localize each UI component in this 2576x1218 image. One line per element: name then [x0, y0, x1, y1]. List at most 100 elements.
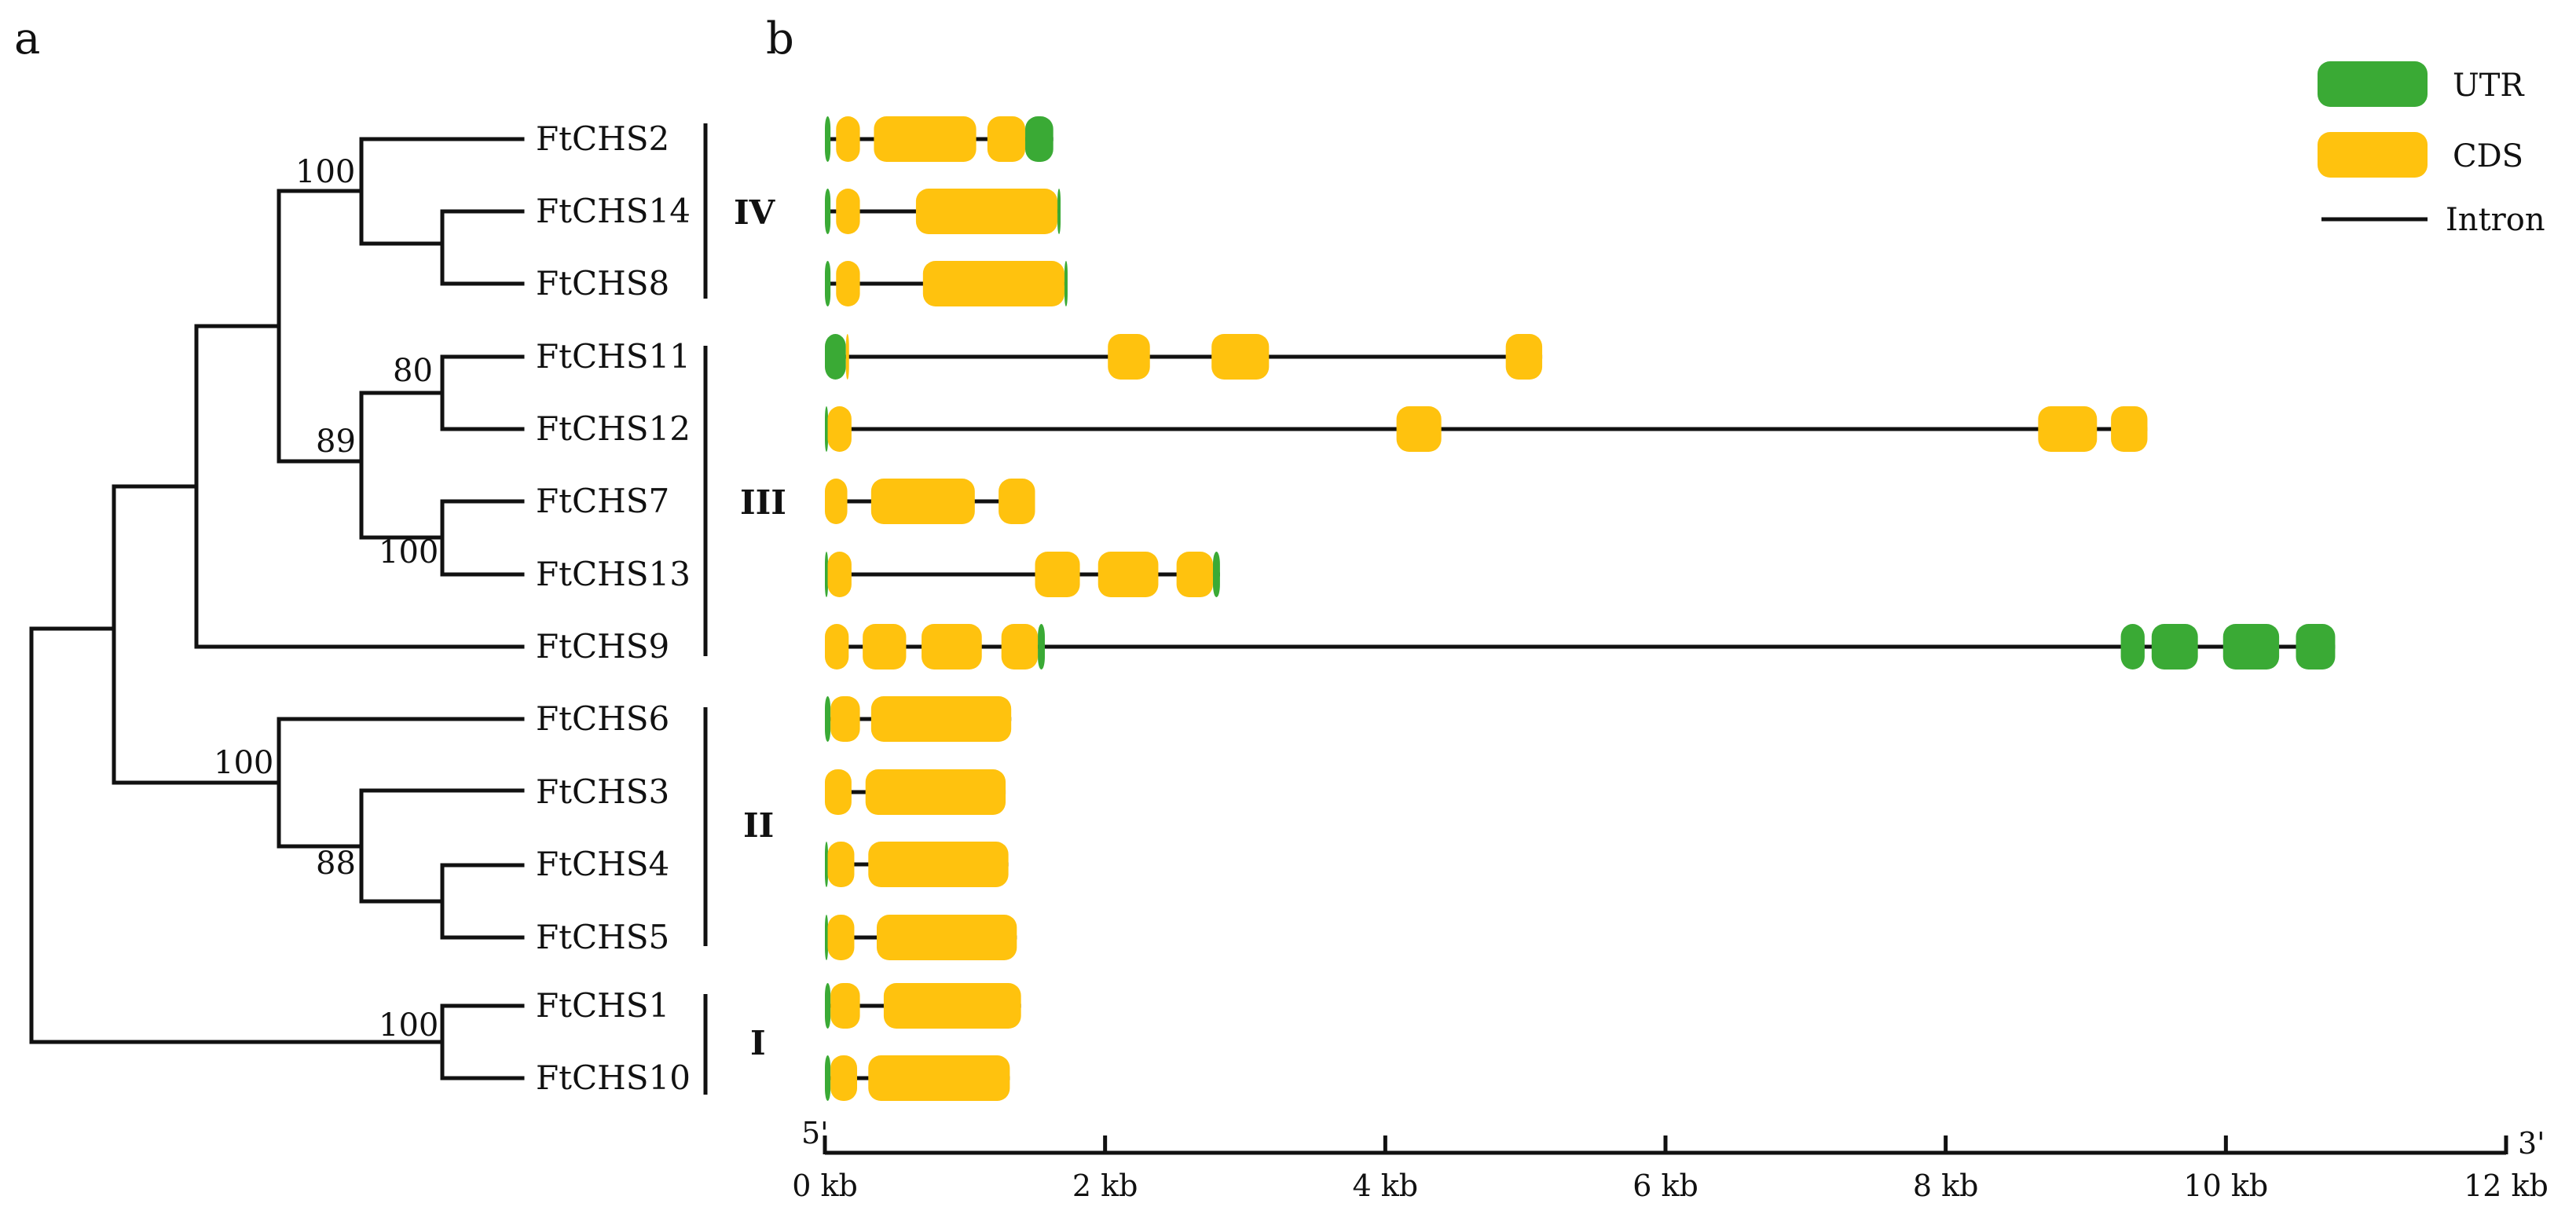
utr-exon	[2296, 624, 2336, 670]
cds-exon	[922, 624, 982, 670]
utr-exon	[825, 983, 831, 1029]
bootstrap-value: 80	[393, 353, 433, 389]
gene-label: FtCHS9	[536, 627, 669, 666]
cds-exon	[825, 479, 848, 524]
utr-exon	[825, 1055, 831, 1101]
utr-exon	[1057, 189, 1061, 234]
legend-swatch-cds	[2318, 132, 2428, 178]
gene-label: FtCHS1	[536, 986, 669, 1025]
cds-exon	[827, 915, 855, 960]
cds-exon	[876, 915, 1017, 960]
cds-exon	[827, 842, 855, 887]
cds-exon	[915, 189, 1058, 234]
panel-label-a: a	[14, 13, 40, 64]
group-label-iii: III	[740, 483, 786, 522]
axis-tick-label: 2 kb	[1072, 1168, 1138, 1203]
cds-exon	[1505, 334, 1543, 380]
cds-exon	[999, 479, 1035, 524]
gene-label: FtCHS12	[536, 409, 691, 448]
axis-tick-label: 0 kb	[792, 1168, 858, 1203]
axis-tick-label: 12 kb	[2464, 1168, 2549, 1203]
utr-exon	[825, 189, 831, 234]
phylogenetic-tree: 100 80 89 100 100 88 100	[29, 137, 525, 1080]
legend-label-intron: Intron	[2446, 202, 2545, 238]
bootstrap-value: 100	[379, 534, 438, 570]
utr-exon	[2120, 624, 2145, 670]
gene-label: FtCHS8	[536, 264, 669, 303]
bootstrap-value: 89	[316, 424, 356, 460]
cds-exon	[868, 1055, 1010, 1101]
cds-exon	[1211, 334, 1270, 380]
utr-exon	[1064, 261, 1068, 306]
legend-swatch-utr	[2318, 61, 2428, 107]
cds-exon	[870, 479, 975, 524]
utr-exon	[1212, 552, 1220, 597]
tree-branch-clade-ii	[277, 717, 525, 940]
legend: UTR CDS Intron	[2318, 61, 2545, 238]
gene-label: FtCHS11	[536, 337, 691, 376]
utr-exon	[825, 334, 846, 380]
bootstrap-value: 100	[214, 745, 273, 781]
utr-exon	[1025, 116, 1053, 162]
gene-labels: FtCHS2 FtCHS14 FtCHS8 FtCHS11 FtCHS12 Ft…	[536, 119, 691, 1097]
cds-exon	[836, 261, 860, 306]
cds-exon	[1035, 552, 1080, 597]
gene-label: FtCHS2	[536, 119, 669, 158]
gene-label: FtCHS3	[536, 772, 669, 811]
gene-label: FtCHS6	[536, 699, 669, 738]
utr-exon	[2222, 624, 2280, 670]
utr-exon	[825, 406, 828, 452]
cds-exon	[865, 769, 1006, 815]
cds-exon	[987, 116, 1026, 162]
cds-exon	[827, 552, 852, 597]
cds-exon	[827, 406, 852, 452]
cds-exon	[868, 842, 1009, 887]
cds-exon	[1097, 552, 1159, 597]
cds-exon	[1396, 406, 1442, 452]
axis-tick-label: 10 kb	[2183, 1168, 2268, 1203]
gene-label: FtCHS4	[536, 845, 669, 883]
group-label-i: I	[750, 1024, 766, 1062]
gene-structures	[825, 116, 2336, 1101]
cds-exon	[870, 696, 1012, 742]
utr-exon	[2151, 624, 2198, 670]
cds-exon	[830, 696, 860, 742]
utr-exon	[825, 552, 828, 597]
utr-exon	[825, 915, 828, 960]
gene-label: FtCHS14	[536, 192, 691, 230]
panel-label-b: b	[766, 13, 794, 64]
group-brackets: IV III II I	[703, 123, 786, 1095]
kb-axis: 5' 3' 0 kb 2 kb 4 kb 6 kb 8 kb 10 kb 12 kb	[792, 1116, 2549, 1203]
cds-exon	[830, 983, 860, 1029]
group-label-iv: IV	[734, 193, 776, 232]
cds-exon	[883, 983, 1021, 1029]
axis-tick-label: 8 kb	[1913, 1168, 1979, 1203]
cds-exon	[836, 116, 860, 162]
cds-exon	[2111, 406, 2148, 452]
legend-label-cds: CDS	[2453, 138, 2523, 174]
cds-exon	[830, 1055, 858, 1101]
utr-exon	[825, 696, 831, 742]
axis-tick-label: 6 kb	[1632, 1168, 1698, 1203]
bootstrap-value: 88	[316, 846, 356, 882]
cds-exon	[1176, 552, 1213, 597]
group-label-ii: II	[743, 806, 774, 845]
gene-label: FtCHS10	[536, 1058, 691, 1097]
cds-exon	[2038, 406, 2098, 452]
gene-label: FtCHS5	[536, 918, 669, 956]
gene-label: FtCHS7	[536, 482, 669, 520]
axis-end-label: 3'	[2518, 1126, 2545, 1161]
axis-tick-label: 4 kb	[1353, 1168, 1419, 1203]
cds-exon	[863, 624, 907, 670]
cds-exon	[1108, 334, 1150, 380]
cds-exon	[874, 116, 977, 162]
cds-exon	[825, 624, 849, 670]
tree-branch-clade-iii	[277, 354, 525, 577]
cds-exon	[922, 261, 1064, 306]
legend-label-utr: UTR	[2453, 68, 2525, 104]
cds-exon	[1001, 624, 1039, 670]
tree-branch-root	[29, 484, 525, 1080]
cds-exon	[845, 334, 849, 380]
cds-exon	[825, 769, 852, 815]
